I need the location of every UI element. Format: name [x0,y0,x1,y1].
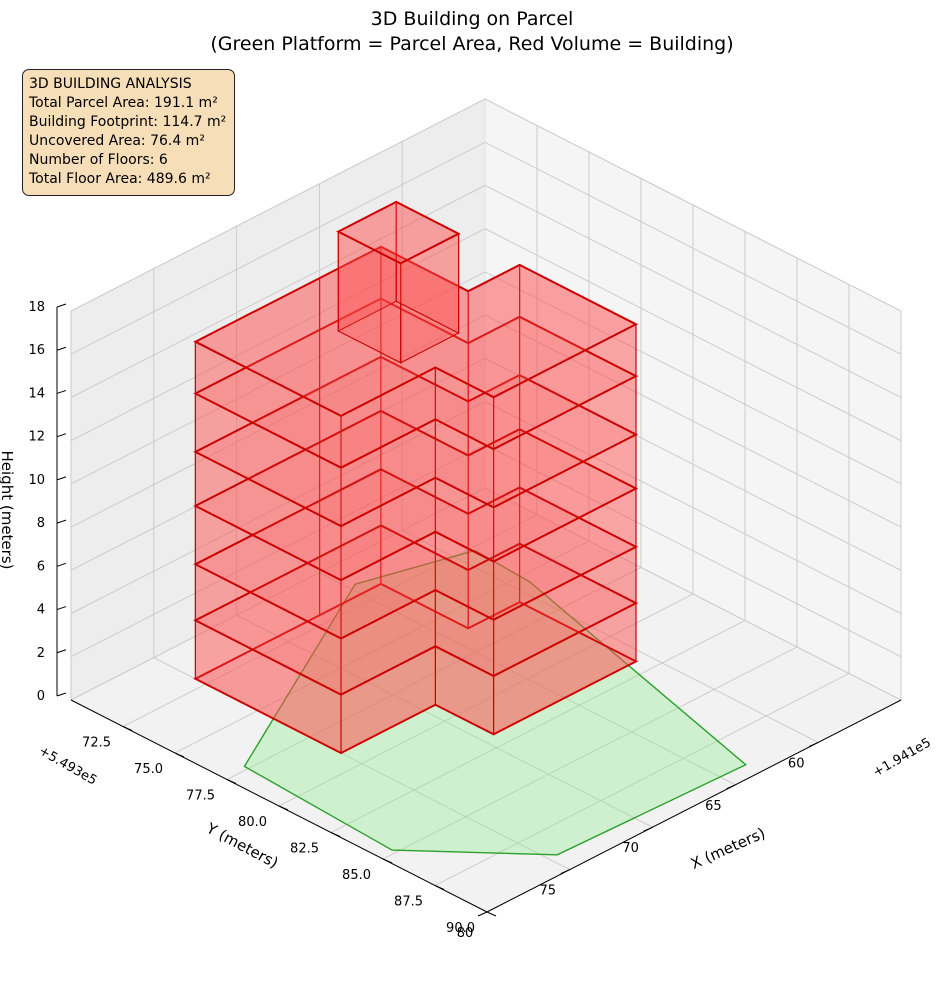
grid-z-right [484,487,902,701]
grid-z-right [484,141,902,355]
y-tick-label: 77.5 [186,789,215,804]
y-tick-label: 75.0 [134,762,163,777]
grid-z-left [70,444,486,658]
floor-slab-5 [193,297,639,469]
z-tick-mark [56,389,67,394]
info-total-floor-area: Total Floor Area: 489.6 m² [29,171,211,187]
z-tick-mark [56,562,67,567]
floor-slab-6 [193,245,639,418]
z-axis-label: Height (meters) [0,451,16,570]
grid-z-right [484,228,902,442]
grid-y-floor [278,593,694,807]
z-tick-label: 14 [28,386,45,401]
info-box-title: 3D BUILDING ANALYSIS [29,76,192,92]
x-tick-label: 65 [705,799,722,814]
info-number-of-floors: Number of Floors: 6 [29,152,168,168]
z-tick-label: 8 [37,516,45,531]
z-tick-label: 18 [28,300,45,315]
grid-z-right [484,98,902,312]
grid-z-right [484,271,902,485]
y-tick-mark [382,858,393,864]
x-tick-mark [560,869,571,875]
axes: 606570758072.575.077.580.082.585.087.590… [28,300,902,941]
grid-y-floor [226,567,642,780]
x-tick-label: 60 [788,756,805,771]
floor-slab-3 [193,409,639,582]
z-tick-label: 16 [28,343,45,358]
x-tick-label: 75 [540,884,557,899]
y-tick-mark [330,832,341,837]
x-offset-label: +1.941e5 [871,735,934,780]
y-tick-label: 80.0 [238,815,267,830]
floor-slab-1 [193,524,639,696]
x-axis-line [486,699,902,913]
building-layer [193,200,639,755]
chart-title-line-1: 3D Building on Parcel [371,8,574,30]
z-tick-mark [56,346,67,351]
x-tick-label: 70 [622,841,639,856]
z-tick-mark [56,519,67,524]
z-tick-label: 2 [37,646,45,661]
grid-z-left [70,271,486,485]
y-tick-label: 87.5 [394,895,423,910]
z-tick-mark [56,476,67,481]
x-tick-mark [726,784,736,790]
grid-y-floor [382,646,798,860]
parcel-polygon [243,549,747,856]
z-tick-label: 12 [28,430,45,445]
z-tick-mark [56,692,67,697]
grid-z-left [70,185,486,398]
info-total-parcel-area: Total Parcel Area: 191.1 m² [29,95,218,111]
z-tick-label: 0 [37,689,45,704]
z-tick-label: 6 [37,559,45,574]
info-building-footprint: Building Footprint: 114.7 m² [29,114,227,130]
z-tick-label: 4 [37,603,45,618]
y-tick-mark [174,752,185,758]
z-tick-mark [56,433,67,438]
y-tick-mark [486,911,497,917]
info-uncovered-area: Uncovered Area: 76.4 m² [29,133,205,149]
grid-z-left [70,401,486,614]
x-tick-mark [477,911,488,917]
grid-z-left [70,141,486,355]
y-tick-label: 82.5 [290,842,319,857]
y-tick-label: 90.0 [446,921,475,936]
chart-title-line-2: (Green Platform = Parcel Area, Red Volum… [210,33,733,55]
z-tick-label: 10 [28,473,45,488]
y-tick-mark [122,726,133,731]
parcel-layer [243,549,747,856]
grid-z-left [70,98,486,312]
grid-z-left [70,487,486,701]
x-tick-mark [808,741,819,747]
grid-z-right [484,185,902,398]
grid-y-floor [434,673,850,886]
grid-y-floor [330,620,746,833]
y-tick-label: 85.0 [342,868,371,883]
z-tick-mark [56,649,67,654]
y-tick-label: 72.5 [82,736,111,751]
floor-slab-2 [193,468,639,640]
z-tick-mark [56,606,67,611]
y-tick-mark [278,805,289,811]
x-tick-mark [643,826,653,832]
x-axis-label: X (meters) [688,824,768,873]
x-tick-label: 80 [457,926,474,941]
floor-slab-4 [193,355,639,528]
grid-z-right [484,401,902,614]
y-tick-mark [434,885,445,890]
grid-z-right [484,444,902,658]
grid-z-left [70,314,486,528]
penthouse-roof [336,200,461,265]
y-tick-mark [226,779,237,784]
building-analysis-box: 3D BUILDING ANALYSIS Total Parcel Area: … [22,69,236,196]
z-tick-mark [56,303,67,308]
grid-z-right [484,314,902,528]
